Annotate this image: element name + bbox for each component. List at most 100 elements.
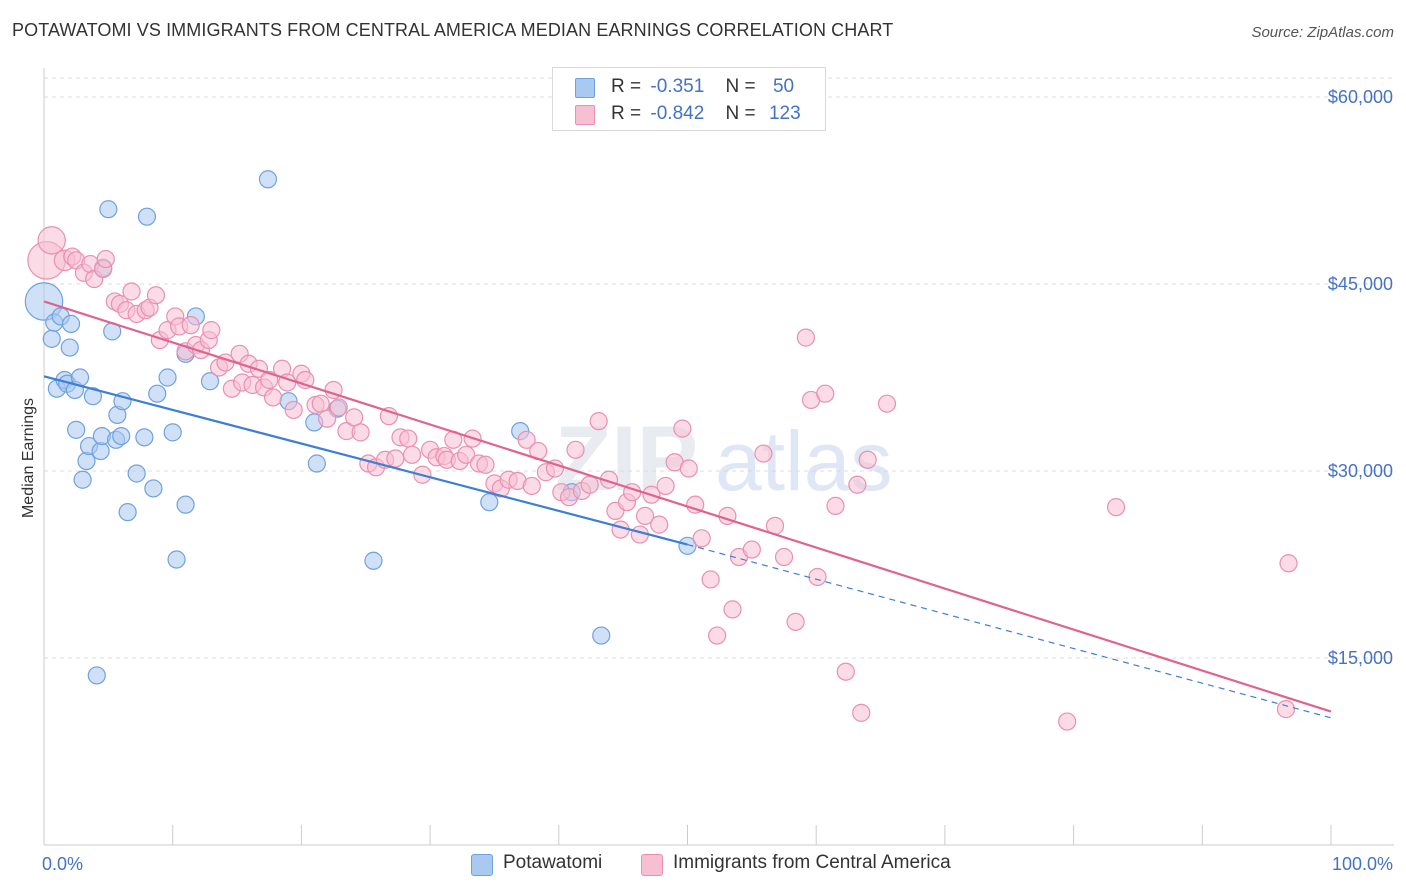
data-point (67, 420, 86, 439)
data-point (673, 419, 692, 438)
data-point (686, 495, 705, 514)
legend-label-potawatomi: Potawatomi (503, 852, 603, 873)
data-point (181, 316, 200, 335)
data-point (679, 459, 698, 478)
data-point (135, 428, 154, 447)
data-point (589, 412, 608, 431)
data-point (284, 400, 303, 420)
data-point (202, 321, 221, 340)
legend-r-label: R = (611, 76, 642, 97)
legend-n-label: N = (725, 103, 756, 124)
legend-swatch-potawatomi (575, 78, 595, 98)
data-point (723, 600, 742, 619)
data-point (852, 703, 871, 722)
data-point (656, 476, 675, 496)
trend-line-central-america (43, 300, 1332, 713)
data-point (517, 430, 536, 449)
data-point (345, 408, 364, 427)
legend-label-central-america: Immigrants from Central America (673, 852, 951, 873)
legend-n-value: 50 (772, 76, 795, 97)
data-point (399, 429, 418, 448)
data-point (99, 200, 118, 219)
source-label: Source: ZipAtlas.com (1251, 24, 1394, 41)
data-point (329, 398, 348, 417)
data-point (402, 445, 422, 464)
data-point (786, 612, 805, 631)
data-point (60, 338, 79, 357)
correlation-legend: R = -0.351 N = 50 R = -0.842 N = 123 (552, 67, 826, 131)
data-point (318, 409, 337, 428)
y-axis-label: Median Earnings (20, 398, 37, 518)
data-point (580, 475, 599, 494)
data-point (816, 384, 835, 403)
chart-title: POTAWATOMI VS IMMIGRANTS FROM CENTRAL AM… (12, 20, 894, 40)
data-point (386, 449, 405, 468)
data-point (249, 359, 269, 378)
data-point (1106, 498, 1126, 517)
data-point (118, 503, 137, 522)
data-point (42, 329, 61, 348)
data-point (144, 479, 163, 498)
data-point (457, 445, 476, 464)
y-tick-label: $45,000 (1328, 274, 1393, 294)
legend-swatch-potawatomi (471, 854, 493, 876)
x-tick-label-max: 100.0% (1332, 854, 1393, 874)
data-point (351, 423, 370, 442)
x-tick-labels: 0.0% 100.0% (42, 854, 1393, 874)
data-point (635, 506, 655, 525)
data-point (83, 387, 103, 406)
data-point (167, 550, 186, 569)
data-point (96, 249, 115, 269)
data-point (1058, 712, 1077, 731)
data-point (480, 493, 499, 512)
data-point (826, 496, 845, 516)
legend-r-value: -0.842 (650, 103, 705, 124)
data-point (701, 570, 720, 589)
data-point (263, 388, 283, 407)
data-point (112, 426, 131, 446)
data-point (311, 394, 330, 413)
data-point (678, 536, 697, 555)
data-point (796, 328, 816, 347)
data-point (754, 444, 773, 463)
data-point (148, 384, 167, 403)
trend-line-potawatomi (43, 375, 688, 546)
data-point (37, 226, 66, 255)
data-point (522, 476, 541, 496)
data-point (708, 626, 727, 645)
data-point (200, 372, 220, 391)
data-point (127, 464, 146, 483)
data-point (742, 540, 761, 559)
data-point (260, 370, 279, 390)
data-point (158, 368, 177, 387)
y-tick-labels: $15,000 $30,000 $45,000 $60,000 (1328, 87, 1393, 668)
data-point (91, 441, 110, 461)
legend-r-value: -0.351 (650, 76, 705, 97)
data-point (61, 314, 81, 333)
legend-n-value: 123 (768, 103, 801, 124)
data-point (1276, 700, 1296, 719)
data-point (1279, 554, 1298, 573)
series-central-america-points (27, 226, 1298, 731)
data-point (692, 529, 711, 548)
data-point (364, 551, 383, 570)
data-point (73, 470, 92, 489)
data-point (77, 451, 96, 471)
axes (43, 68, 1394, 846)
data-point (476, 455, 495, 474)
legend-n-label: N = (725, 76, 756, 97)
data-point (137, 207, 157, 226)
data-point (592, 626, 611, 645)
data-point (545, 459, 565, 478)
data-point (877, 394, 897, 413)
x-tick-label-min: 0.0% (42, 854, 83, 874)
trend-lines (43, 300, 1332, 719)
y-tick-label: $30,000 (1328, 461, 1393, 481)
data-point (87, 666, 106, 685)
data-point (307, 454, 326, 473)
series-legend: Potawatomi Immigrants from Central Ameri… (0, 850, 1406, 880)
trend-line-potawatomi-extension (687, 543, 1332, 719)
data-point (122, 282, 141, 301)
legend-swatch-central-america (575, 105, 595, 125)
